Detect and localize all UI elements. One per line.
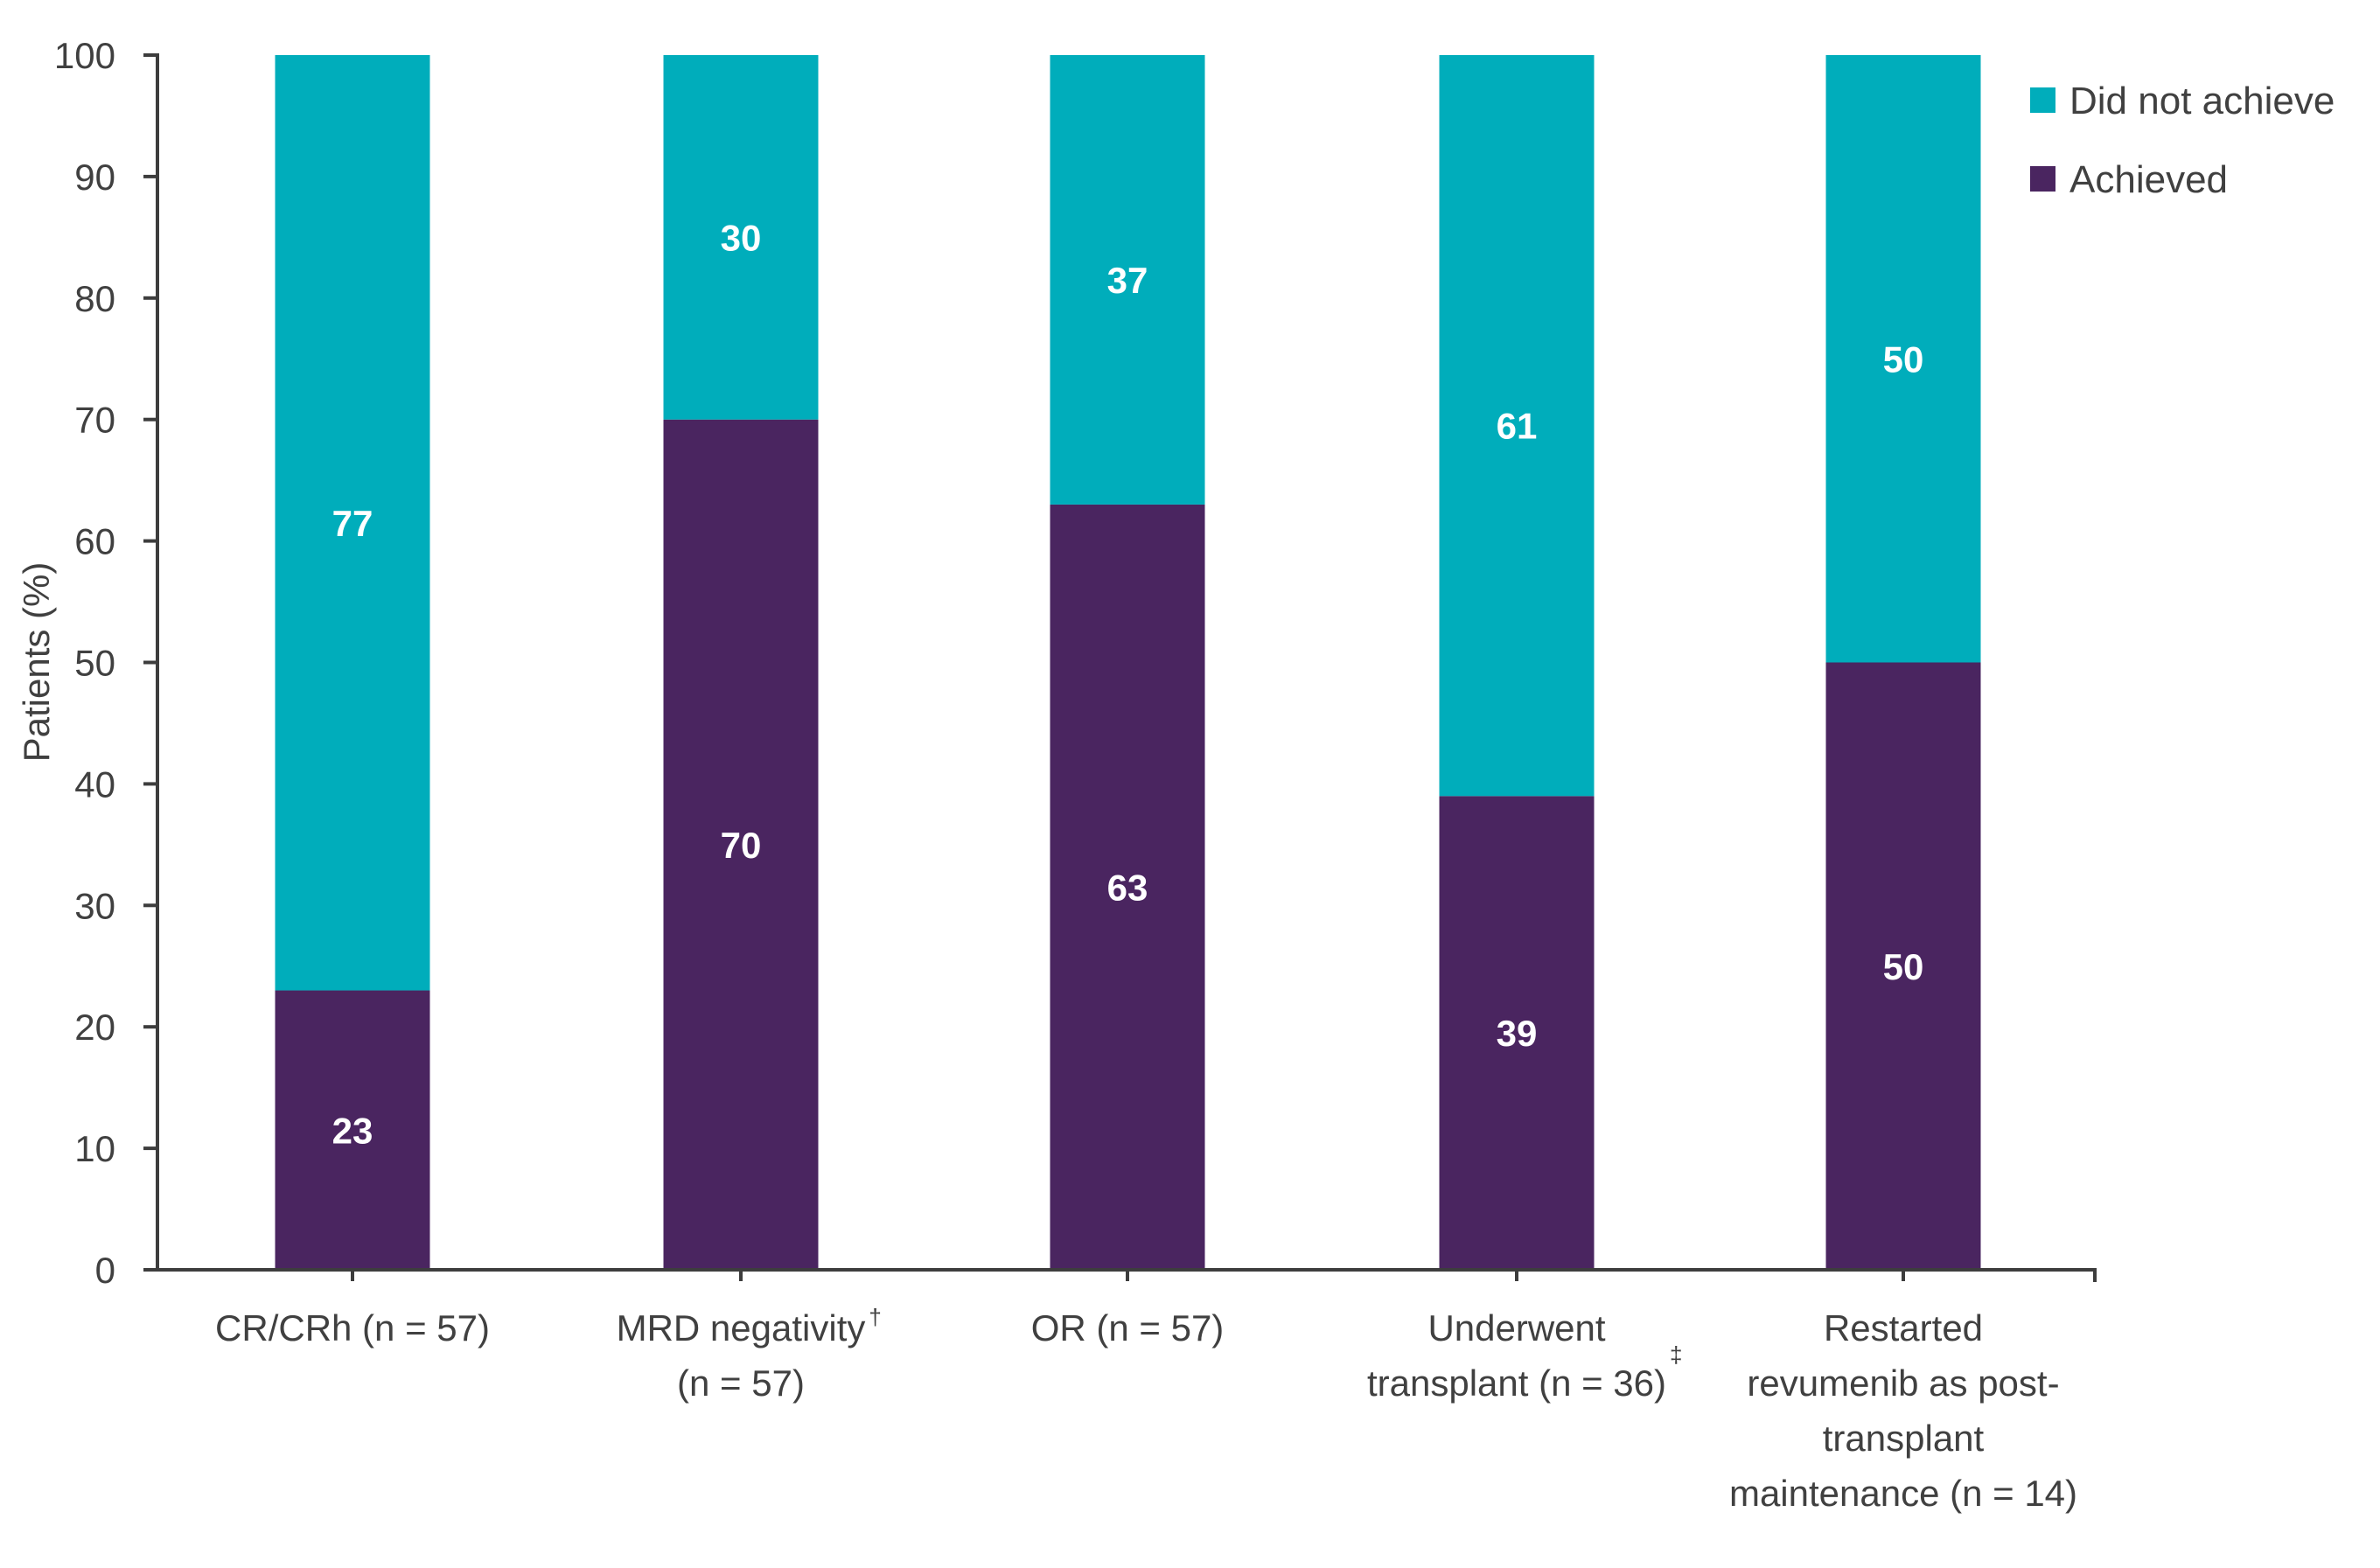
x-tick-label: MRD negativity	[617, 1307, 866, 1348]
y-tick-label: 80	[74, 278, 115, 319]
footnote-marker: ‡	[1670, 1342, 1682, 1368]
x-tick-label: OR (n = 57)	[1031, 1307, 1225, 1348]
data-label-did-not-achieve: 61	[1497, 406, 1538, 447]
bar-segment-achieved	[275, 990, 430, 1270]
y-tick-label: 70	[74, 400, 115, 441]
data-label-achieved: 50	[1883, 946, 1924, 987]
legend-swatch-did-not-achieve	[2030, 87, 2055, 113]
bar-segment-did-not-achieve	[663, 55, 819, 420]
data-label-achieved: 63	[1107, 867, 1148, 908]
data-label-achieved: 39	[1497, 1013, 1538, 1054]
bar-segment-achieved	[1439, 796, 1595, 1270]
bar-segment-achieved	[663, 419, 819, 1270]
y-tick-label: 100	[54, 35, 115, 76]
data-label-did-not-achieve: 77	[332, 503, 373, 544]
bar-segment-did-not-achieve	[1439, 55, 1595, 797]
legend-label-achieved: Achieved	[2069, 158, 2228, 201]
bar-segment-did-not-achieve	[1050, 55, 1205, 505]
x-tick-label: transplant (n = 36)	[1367, 1362, 1666, 1404]
x-tick-label: transplant	[1823, 1418, 1985, 1459]
x-tick-label: maintenance (n = 14)	[1729, 1473, 2077, 1514]
y-tick-label: 60	[74, 521, 115, 562]
y-axis-title: Patients (%)	[16, 562, 57, 763]
data-label-achieved: 70	[721, 825, 762, 866]
x-tick-label: Restarted	[1824, 1307, 1983, 1348]
y-tick-label: 40	[74, 763, 115, 805]
y-tick-label: 30	[74, 885, 115, 926]
y-tick-label: 10	[74, 1128, 115, 1169]
data-label-did-not-achieve: 37	[1107, 260, 1148, 301]
data-label-did-not-achieve: 50	[1883, 338, 1924, 380]
x-tick-label: CR/CRh (n = 57)	[215, 1307, 490, 1348]
y-tick-label: 20	[74, 1007, 115, 1048]
bar-segment-achieved	[1050, 504, 1205, 1270]
data-label-achieved: 23	[332, 1110, 373, 1151]
bars-group	[275, 55, 1981, 1270]
axes-group	[143, 53, 2097, 1282]
labels-group: 23 77 70 30 63 37 39 61 50 50 0 10 20 30 40 50 60 70 80 90 1…	[54, 35, 2077, 1514]
bar-segment-did-not-achieve	[275, 55, 430, 991]
bar-segment-achieved	[1825, 662, 1981, 1270]
x-tick-label: (n = 57)	[677, 1362, 805, 1404]
legend-label-did-not-achieve: Did not achieve	[2069, 80, 2335, 122]
legend: Did not achieve Achieved	[2030, 80, 2335, 201]
footnote-marker: †	[869, 1304, 881, 1330]
bar-segment-did-not-achieve	[1825, 55, 1981, 663]
x-tick-label: Underwent	[1427, 1307, 1605, 1348]
y-tick-label: 0	[95, 1250, 115, 1291]
x-tick-label: revumenib as post-	[1747, 1362, 2059, 1404]
legend-swatch-achieved	[2030, 166, 2055, 192]
y-tick-label: 90	[74, 157, 115, 198]
data-label-did-not-achieve: 30	[721, 217, 762, 258]
y-tick-label: 50	[74, 643, 115, 684]
